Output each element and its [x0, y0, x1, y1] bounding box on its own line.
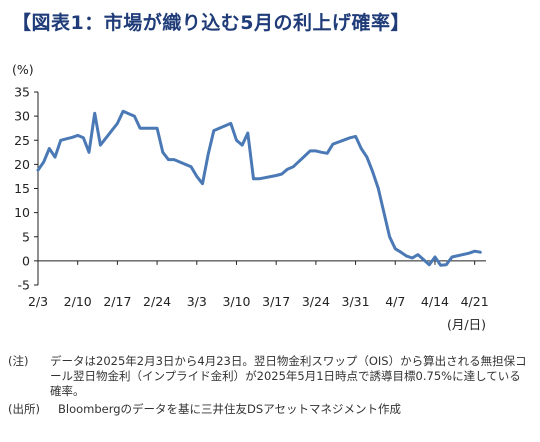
y-tick-label: 20 — [14, 157, 30, 172]
x-tick-label: 2/17 — [103, 294, 131, 309]
source-key: (出所) — [8, 402, 40, 416]
x-tick-label: 4/14 — [421, 294, 449, 309]
x-tick-label: 3/10 — [222, 294, 250, 309]
y-tick-label: 30 — [14, 109, 30, 124]
source-row: (出所) Bloombergのデータを基に三井住友DSアセットマネジメント作成 — [8, 402, 538, 417]
x-tick-label: 3/3 — [187, 294, 207, 309]
x-tick-label: 2/10 — [64, 294, 92, 309]
source-text: Bloombergのデータを基に三井住友DSアセットマネジメント作成 — [58, 402, 401, 416]
y-tick-label: 15 — [14, 181, 30, 196]
x-tick-label: 4/7 — [385, 294, 405, 309]
note-key: (注) — [8, 354, 29, 368]
y-tick-label: -5 — [18, 278, 30, 293]
note-text: データは2025年2月3日から4月23日。翌日物金利スワップ（OIS）から算出さ… — [50, 354, 527, 398]
note-row: (注) データは2025年2月3日から4月23日。翌日物金利スワップ（OIS）か… — [8, 354, 538, 399]
x-tick-label: 2/24 — [143, 294, 171, 309]
x-tick-label: 4/21 — [461, 294, 489, 309]
y-tick-label: 5 — [22, 229, 30, 244]
x-tick-label: 3/17 — [262, 294, 290, 309]
line-chart: -5 0 5 10 15 20 25 30 35 2/3 2/10 2/17 2/24 3/3 3/10 3/… — [14, 85, 489, 310]
y-tick-label: 35 — [14, 85, 30, 100]
chart-notes: (注) データは2025年2月3日から4月23日。翌日物金利スワップ（OIS）か… — [8, 354, 538, 417]
y-tick-label: 25 — [14, 133, 30, 148]
y-tick-label: 10 — [14, 205, 30, 220]
y-axis-unit: (%) — [12, 62, 34, 77]
series-line — [36, 109, 482, 267]
chart-title: 【図表1：市場が織り込む5月の利上げ確率】 — [12, 12, 410, 34]
x-tick-label: 3/31 — [342, 294, 370, 309]
y-tick-label: 0 — [22, 253, 30, 268]
x-tick-label: 2/3 — [28, 294, 48, 309]
x-tick-label: 3/24 — [302, 294, 330, 309]
x-axis-unit: (月/日) — [447, 317, 486, 332]
